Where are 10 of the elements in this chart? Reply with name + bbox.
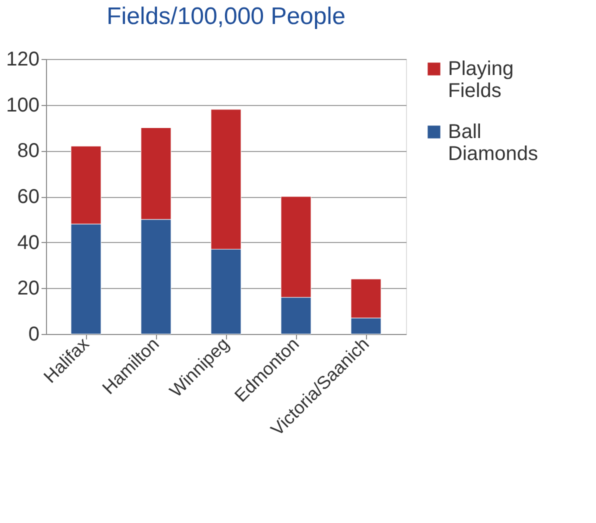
y-tick-label: 40 — [17, 232, 40, 254]
legend-label: Ball Diamonds — [448, 121, 538, 165]
legend-label: Playing Fields — [448, 58, 514, 102]
y-tick-label: 60 — [17, 186, 40, 208]
y-tick-label: 0 — [28, 324, 40, 346]
y-tick-label: 80 — [17, 140, 40, 162]
y-tick-label: 20 — [17, 278, 40, 300]
y-tick-label: 120 — [6, 48, 40, 70]
chart-title: Fields/100,000 People — [106, 3, 346, 30]
y-tick-label: 100 — [6, 94, 40, 116]
